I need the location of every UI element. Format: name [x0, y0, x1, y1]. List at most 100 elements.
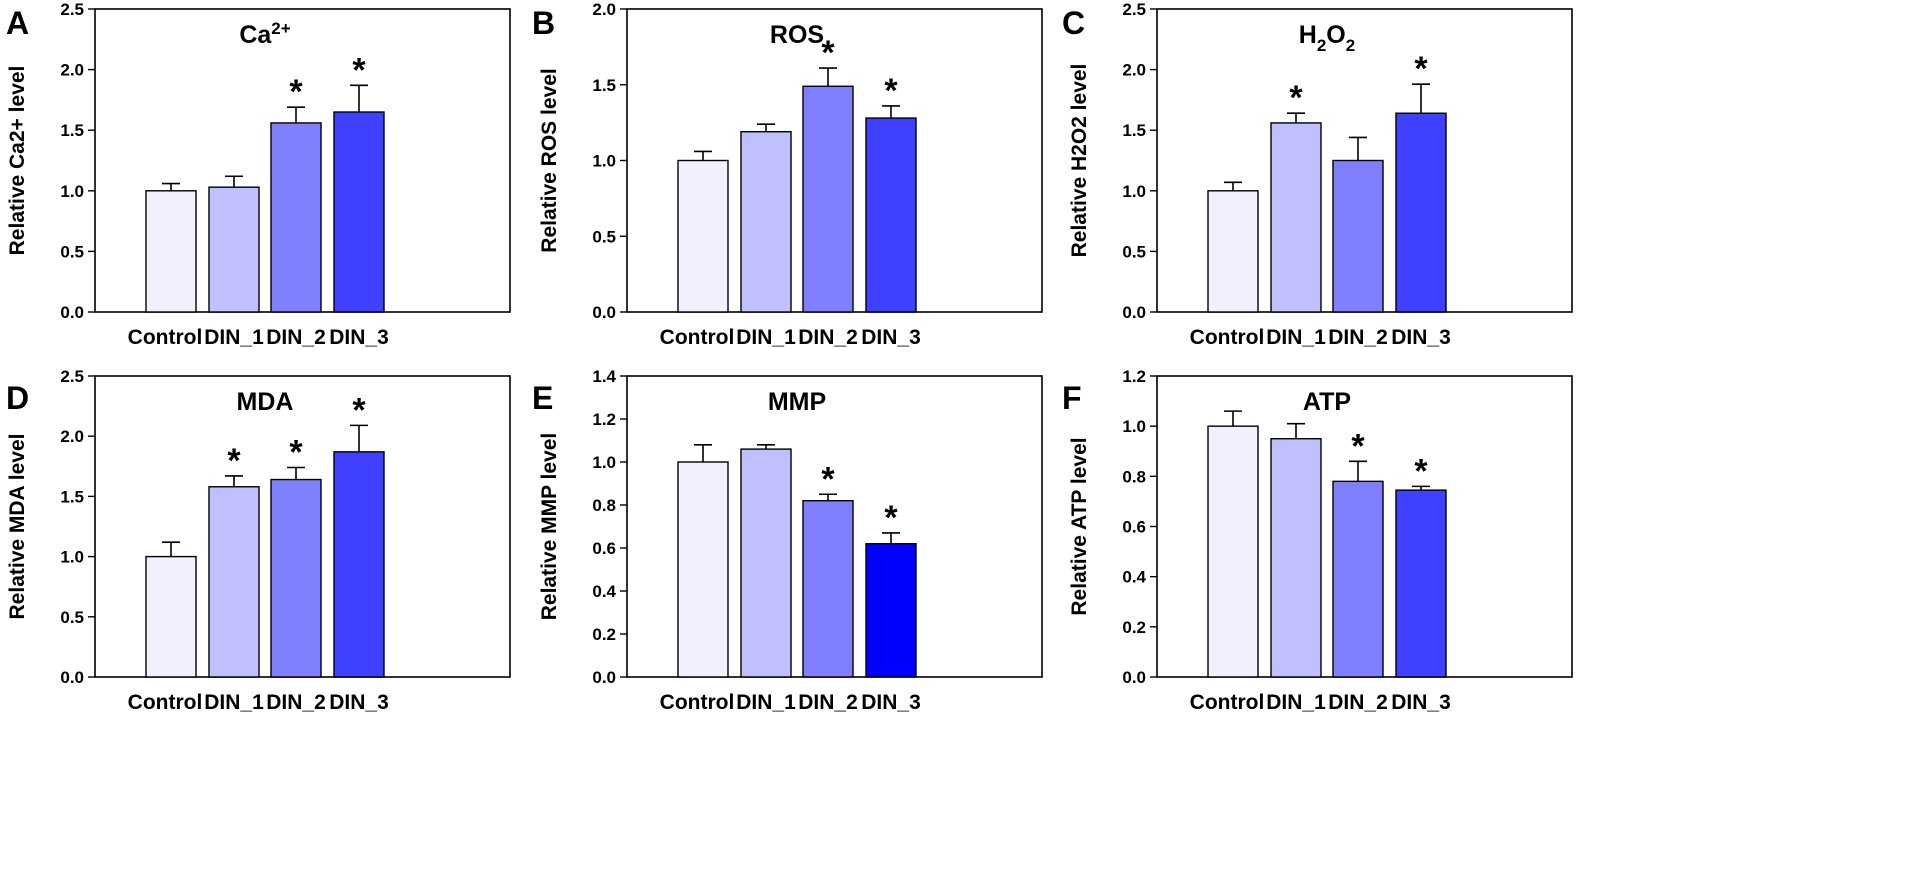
- bar-din-1: [740, 448, 792, 678]
- panel-letter: A: [6, 5, 29, 41]
- significance-star: *: [352, 51, 366, 89]
- bar-din-2: [1332, 480, 1384, 678]
- category-label: Control: [660, 691, 735, 714]
- y-tick-label: 1.5: [60, 121, 84, 140]
- bar-din-3: [1395, 112, 1447, 313]
- y-axis-label: Relative ROS level: [538, 68, 561, 252]
- y-tick-label: 0.0: [1122, 303, 1146, 322]
- panel-letter: C: [1062, 5, 1085, 41]
- bar-din-3: [865, 117, 917, 313]
- y-tick-label: 0.4: [1122, 568, 1146, 587]
- y-tick-label: 0.5: [1122, 242, 1146, 261]
- y-tick-label: 1.2: [1122, 367, 1146, 386]
- y-tick-label: 2.5: [1122, 0, 1146, 19]
- bar-control: [677, 461, 729, 678]
- category-label: Control: [1190, 326, 1265, 349]
- category-label: DIN_2: [798, 691, 858, 714]
- bar-din-1: [740, 131, 792, 313]
- category-label: Control: [1190, 691, 1265, 714]
- y-tick-label: 2.5: [60, 367, 84, 386]
- chart-title: ATP: [1303, 388, 1351, 416]
- category-label: DIN_3: [329, 691, 389, 714]
- bar-control: [1207, 425, 1259, 678]
- y-axis-label: Relative H2O2 level: [1068, 64, 1091, 258]
- significance-star: *: [884, 72, 898, 110]
- y-tick-label: 2.0: [60, 427, 84, 446]
- category-label: DIN_3: [1391, 691, 1451, 714]
- category-label: DIN_3: [329, 326, 389, 349]
- significance-star: *: [227, 442, 241, 480]
- category-label: DIN_1: [1266, 326, 1326, 349]
- bar-din-1: [208, 186, 260, 313]
- y-tick-label: 1.5: [1122, 121, 1146, 140]
- y-tick-label: 0.0: [60, 668, 84, 687]
- panel-d: 0.0 0.5 1.0 1.5 2.0 2.5 Control * DIN_1 * DIN_2 * DI…: [6, 367, 511, 714]
- chart-title: MMP: [768, 388, 826, 416]
- y-tick-label: 1.5: [592, 76, 616, 95]
- panel-letter: B: [532, 5, 555, 41]
- y-tick-label: 0.0: [60, 303, 84, 322]
- bar-control: [145, 555, 197, 678]
- y-tick-label: 2.0: [60, 61, 84, 80]
- bar-din-2: [270, 478, 322, 678]
- panel-letter: F: [1062, 380, 1082, 416]
- bar-din-1: [1270, 122, 1322, 313]
- y-tick-label: 1.0: [592, 453, 616, 472]
- y-tick-label: 0.5: [60, 608, 84, 627]
- category-label: DIN_3: [861, 326, 921, 349]
- category-label: DIN_1: [736, 691, 796, 714]
- category-label: DIN_1: [736, 326, 796, 349]
- y-tick-label: 0.0: [592, 668, 616, 687]
- y-tick-label: 1.0: [60, 182, 84, 201]
- bar-din-2: [802, 500, 854, 678]
- y-axis-label: Relative MDA level: [6, 434, 29, 620]
- y-tick-label: 1.5: [60, 487, 84, 506]
- category-label: DIN_2: [266, 326, 326, 349]
- category-label: DIN_2: [266, 691, 326, 714]
- bar-control: [145, 190, 197, 313]
- category-label: DIN_1: [204, 326, 264, 349]
- panel-c: 0.0 0.5 1.0 1.5 2.0 2.5 Control * DIN_1 DIN_2 * DIN…: [1062, 0, 1573, 349]
- bar-din-1: [208, 486, 260, 678]
- panel-letter: E: [532, 380, 553, 416]
- y-tick-label: 1.4: [592, 367, 616, 386]
- category-label: DIN_1: [1266, 691, 1326, 714]
- significance-star: *: [289, 73, 303, 111]
- chart-title: H2O2: [1299, 21, 1355, 55]
- y-tick-label: 0.5: [60, 242, 84, 261]
- significance-star: *: [1414, 50, 1428, 88]
- category-label: Control: [128, 691, 203, 714]
- significance-star: *: [821, 34, 835, 72]
- y-tick-label: 1.0: [1122, 417, 1146, 436]
- y-tick-label: 0.6: [592, 539, 616, 558]
- category-label: DIN_2: [1328, 691, 1388, 714]
- significance-star: *: [1414, 452, 1428, 490]
- significance-star: *: [289, 434, 303, 472]
- y-tick-label: 1.2: [592, 410, 616, 429]
- bar-din-3: [333, 451, 385, 678]
- bar-din-2: [1332, 159, 1384, 313]
- category-label: DIN_3: [1391, 326, 1451, 349]
- y-axis-label: Relative ATP level: [1068, 437, 1091, 615]
- significance-star: *: [821, 460, 835, 498]
- bar-din-3: [865, 543, 917, 678]
- y-tick-label: 1.0: [592, 152, 616, 171]
- panel-a: 0.0 0.5 1.0 1.5 2.0 2.5 Control DIN_1 * DIN_2 * DIN…: [6, 0, 511, 349]
- category-label: DIN_3: [861, 691, 921, 714]
- chart-title: MDA: [237, 388, 294, 416]
- bar-din-1: [1270, 438, 1322, 678]
- y-axis-label: Relative MMP level: [538, 433, 561, 621]
- panel-letter: D: [6, 380, 29, 416]
- y-tick-label: 2.5: [60, 0, 84, 19]
- category-label: DIN_2: [1328, 326, 1388, 349]
- bar-din-3: [333, 111, 385, 313]
- category-label: DIN_1: [204, 691, 264, 714]
- panel-e: 0.0 0.2 0.4 0.6 0.8 1.0 1.2 1.4 Control DIN_1 * DIN…: [532, 367, 1043, 714]
- y-tick-label: 0.2: [1122, 618, 1146, 637]
- y-axis-label: Relative Ca2+ level: [6, 66, 29, 256]
- category-label: DIN_2: [798, 326, 858, 349]
- y-tick-label: 0.8: [1122, 467, 1146, 486]
- y-tick-label: 0.0: [592, 303, 616, 322]
- bar-control: [1207, 190, 1259, 313]
